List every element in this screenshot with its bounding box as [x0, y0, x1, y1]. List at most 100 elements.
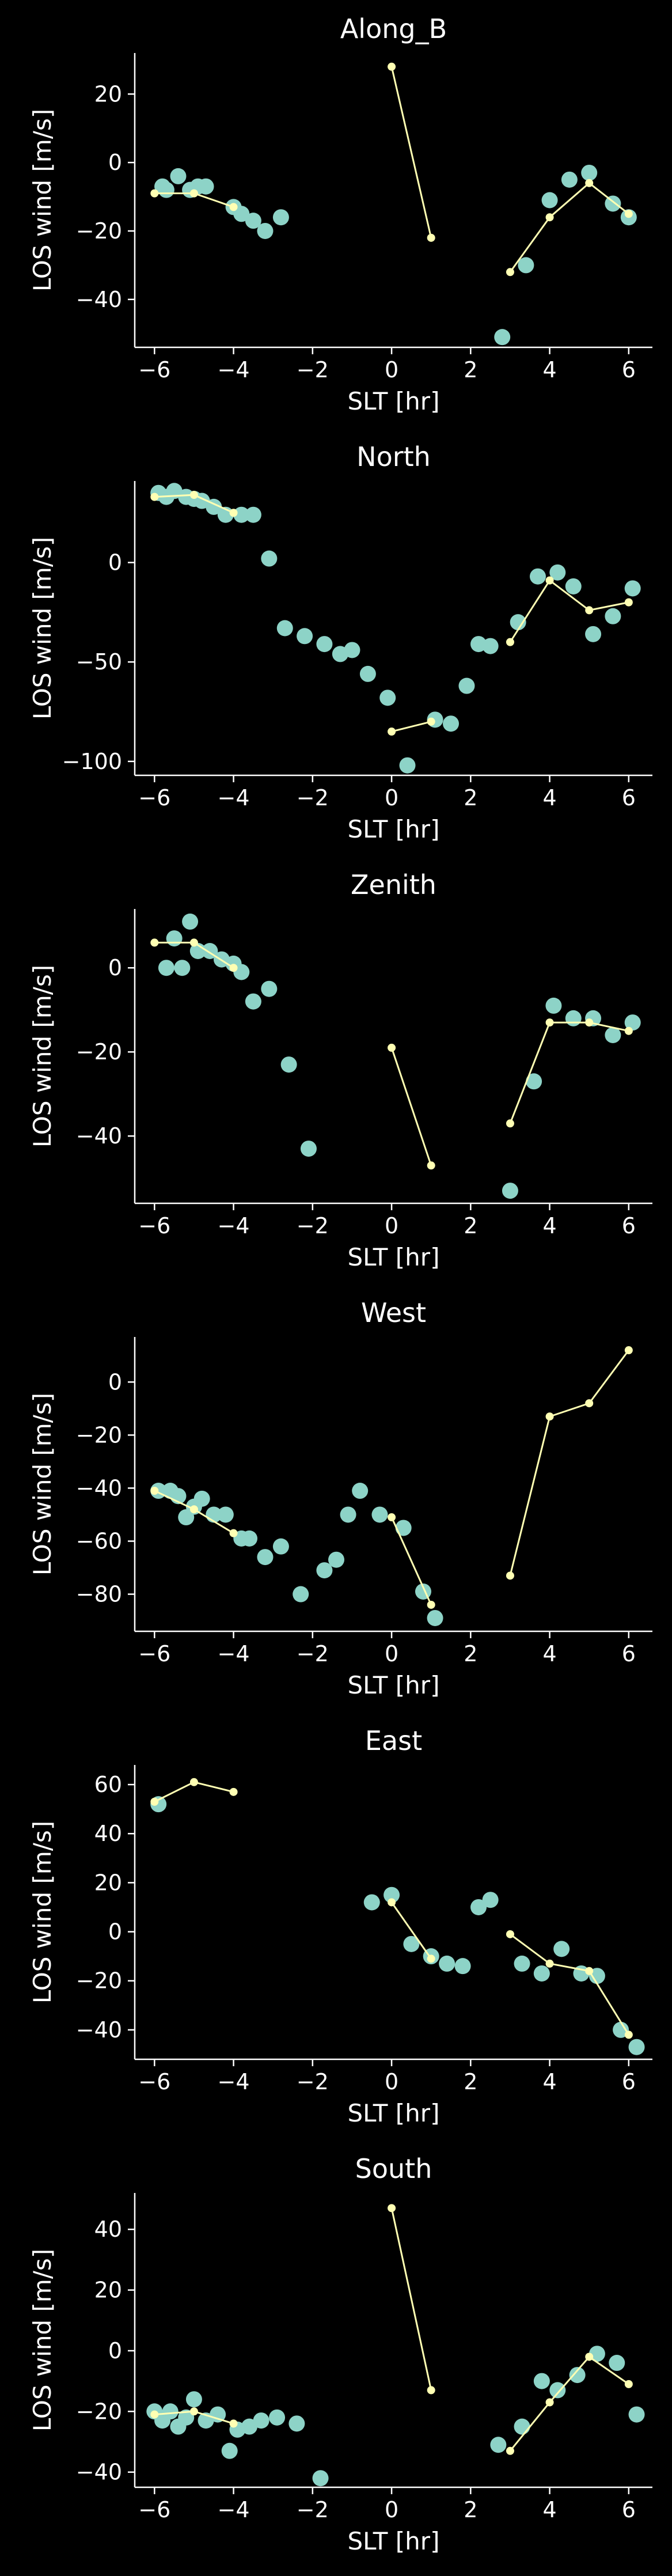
y-tick-label: −20 — [76, 2399, 122, 2424]
data-point — [371, 1506, 388, 1523]
y-tick-label: 20 — [94, 1870, 122, 1895]
y-axis-label: LOS wind [m/s] — [28, 965, 56, 1147]
data-point — [276, 620, 293, 637]
data-point — [470, 636, 487, 653]
model-point — [189, 938, 198, 947]
data-point — [502, 1183, 518, 1199]
x-tick-label: 2 — [464, 1641, 477, 1666]
x-tick-label: 0 — [385, 1213, 398, 1238]
data-point — [261, 980, 278, 997]
y-axis-label: LOS wind [m/s] — [28, 537, 56, 719]
model-line-segment — [390, 1517, 432, 1605]
data-point — [624, 580, 641, 597]
chart-title: South — [355, 2153, 432, 2184]
data-point — [221, 2442, 238, 2459]
data-point — [174, 960, 191, 976]
y-tick-label: −60 — [76, 1528, 122, 1554]
data-point — [293, 1586, 309, 1603]
model-point — [506, 2446, 514, 2455]
model-point — [189, 1505, 198, 1514]
x-axis-label: SLT [hr] — [348, 387, 440, 415]
model-point — [506, 1930, 514, 1938]
data-point — [158, 960, 174, 976]
model-point — [624, 210, 633, 218]
x-tick-label: 4 — [542, 785, 556, 810]
y-tick-label: −20 — [76, 1968, 122, 1994]
x-tick-label: 2 — [464, 357, 477, 382]
model-point — [229, 2419, 238, 2428]
model-line-segment — [509, 1021, 629, 1124]
data-point — [352, 1483, 369, 1499]
model-point — [585, 1399, 594, 1408]
y-tick-label: −20 — [76, 1422, 122, 1448]
x-tick-label: 0 — [385, 785, 398, 810]
y-tick-label: 0 — [108, 2338, 122, 2363]
data-point — [482, 638, 499, 654]
data-point — [510, 614, 526, 631]
y-axis-label: LOS wind [m/s] — [28, 1393, 56, 1575]
model-point — [388, 1513, 396, 1522]
model-point — [545, 1412, 554, 1421]
data-point — [233, 206, 250, 222]
data-point — [526, 1073, 542, 1090]
model-point — [388, 728, 396, 736]
model-line-segment — [509, 181, 629, 273]
x-axis-label: SLT [hr] — [348, 815, 440, 843]
data-point — [399, 757, 416, 774]
model-line-segment — [510, 1933, 630, 2036]
model-line-segment — [390, 1901, 432, 1960]
model-point — [545, 2398, 554, 2407]
chart-title: Zenith — [351, 869, 436, 900]
data-point — [245, 506, 261, 523]
y-tick-label: −40 — [76, 287, 122, 312]
data-point — [458, 677, 475, 694]
model-line-segment — [390, 1047, 432, 1166]
chart-title: East — [365, 1725, 422, 1756]
x-tick-label: −4 — [218, 2069, 250, 2094]
x-tick-label: 4 — [542, 357, 556, 382]
model-point — [427, 1161, 435, 1170]
data-point — [257, 222, 274, 239]
model-point — [150, 938, 159, 947]
model-line-segment — [390, 66, 432, 238]
y-axis-label: LOS wind [m/s] — [28, 2249, 56, 2431]
data-point — [549, 2382, 566, 2399]
y-axis-label: LOS wind [m/s] — [28, 109, 56, 291]
model-point — [150, 2410, 159, 2419]
data-point — [581, 164, 598, 181]
data-point — [193, 1490, 210, 1507]
data-point — [158, 181, 174, 198]
model-point — [585, 606, 594, 615]
x-tick-label: 0 — [385, 2497, 398, 2522]
data-point — [300, 1141, 317, 1157]
data-point — [561, 171, 578, 188]
data-point — [241, 2418, 258, 2435]
data-point — [162, 2403, 179, 2420]
model-point — [189, 2407, 198, 2416]
data-point — [359, 665, 376, 682]
data-point — [316, 1562, 333, 1579]
model-point — [427, 233, 435, 242]
model-point — [506, 1119, 514, 1128]
x-tick-label: 2 — [464, 2497, 477, 2522]
data-point — [166, 930, 183, 947]
model-point — [585, 1018, 594, 1027]
data-point — [490, 2437, 507, 2453]
y-tick-label: 20 — [94, 2278, 122, 2303]
chart-title: Along_B — [340, 13, 447, 44]
x-tick-label: 6 — [622, 357, 636, 382]
x-tick-label: 6 — [622, 2497, 636, 2522]
x-tick-label: −2 — [297, 2497, 329, 2522]
y-tick-label: −40 — [76, 2460, 122, 2485]
x-tick-label: 0 — [385, 357, 398, 382]
data-point — [427, 1609, 443, 1626]
data-point — [328, 1551, 344, 1568]
data-point — [624, 1014, 641, 1031]
x-tick-label: −2 — [297, 2069, 329, 2094]
data-point — [297, 628, 313, 645]
model-point — [229, 509, 238, 517]
model-point — [388, 1043, 396, 1052]
